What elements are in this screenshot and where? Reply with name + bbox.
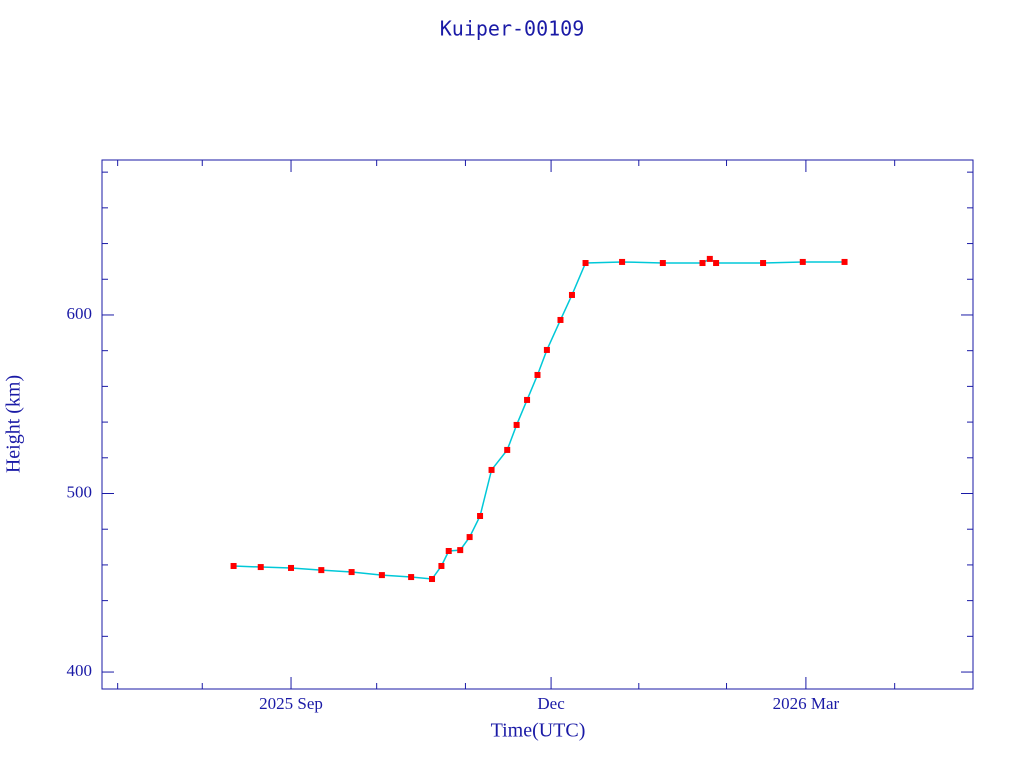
data-point bbox=[438, 562, 445, 569]
x-tick-label: 2025 Sep bbox=[259, 694, 323, 713]
data-point bbox=[513, 421, 520, 428]
data-point bbox=[230, 562, 237, 569]
data-point bbox=[408, 574, 415, 581]
x-tick-label: Dec bbox=[537, 694, 565, 713]
data-point bbox=[568, 291, 575, 298]
data-point bbox=[582, 260, 589, 267]
data-point bbox=[557, 316, 564, 323]
data-point bbox=[378, 572, 385, 579]
data-point bbox=[619, 258, 626, 265]
plot-frame bbox=[101, 159, 974, 690]
data-line bbox=[233, 258, 845, 580]
x-tick-label: 2026 Mar bbox=[773, 694, 840, 713]
data-point bbox=[445, 547, 452, 554]
data-point bbox=[524, 396, 531, 403]
data-point bbox=[841, 258, 848, 265]
y-tick-label: 400 bbox=[67, 661, 93, 680]
data-point bbox=[543, 346, 550, 353]
x-axis-label: Time(UTC) bbox=[491, 720, 586, 742]
data-point bbox=[534, 371, 541, 378]
data-point bbox=[713, 260, 720, 267]
data-point bbox=[699, 260, 706, 267]
data-point bbox=[318, 567, 325, 574]
data-point bbox=[257, 564, 264, 571]
data-point bbox=[466, 534, 473, 541]
data-point bbox=[504, 446, 511, 453]
data-point bbox=[659, 260, 666, 267]
data-point bbox=[348, 569, 355, 576]
y-tick-label: 600 bbox=[67, 304, 93, 323]
y-axis-label: Height (km) bbox=[3, 375, 25, 473]
data-point bbox=[477, 512, 484, 519]
data-point bbox=[429, 576, 436, 583]
y-tick-label: 500 bbox=[67, 482, 93, 501]
data-point bbox=[488, 466, 495, 473]
data-point bbox=[799, 258, 806, 265]
data-point bbox=[457, 547, 464, 554]
data-point bbox=[706, 255, 713, 262]
chart-title: Kuiper-00109 bbox=[440, 17, 585, 41]
data-point bbox=[760, 260, 767, 267]
data-point bbox=[288, 564, 295, 571]
